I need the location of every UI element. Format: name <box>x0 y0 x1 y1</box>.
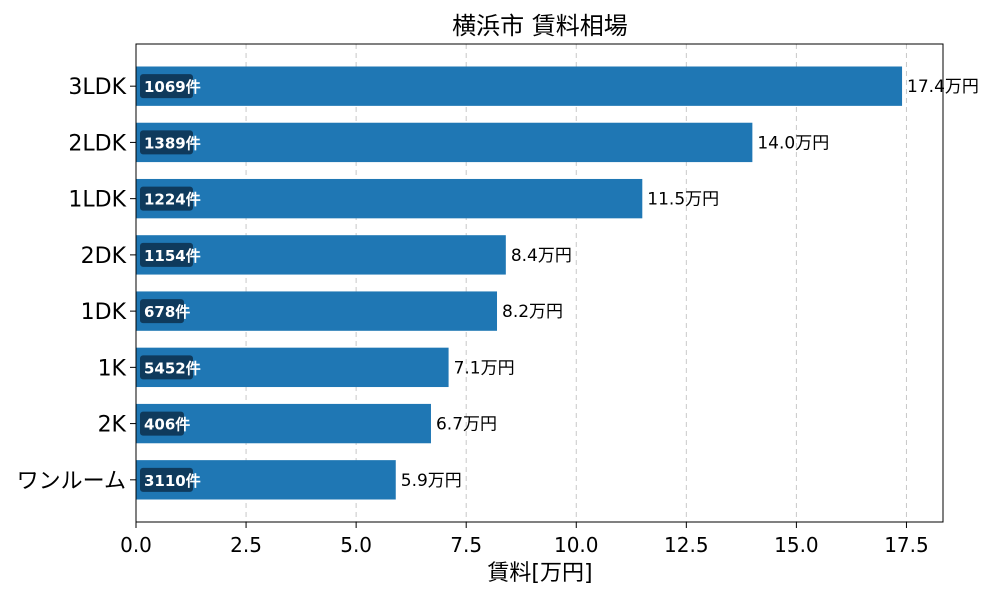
bar-value-label: 7.1万円 <box>454 358 515 378</box>
x-tick-label: 17.5 <box>884 533 929 557</box>
x-tick-label: 12.5 <box>664 533 709 557</box>
count-label: 1154件 <box>144 247 201 265</box>
bar <box>136 178 643 219</box>
bar <box>136 235 506 275</box>
count-badge <box>140 130 193 155</box>
count-label: 1069件 <box>144 78 201 96</box>
count-badge <box>140 186 193 211</box>
grid-lines <box>245 44 907 522</box>
count-label: 1389件 <box>144 134 201 152</box>
chart-title: 横浜市 賃料相場 <box>452 12 628 40</box>
bar-value-label: 8.2万円 <box>502 302 563 322</box>
count-badge <box>140 411 184 436</box>
bar-value-label: 8.4万円 <box>511 246 572 266</box>
bar <box>136 66 903 106</box>
y-tick-labels: 3LDK 2LDK 1LDK 2DK 1DK 1K 2K ワンルーム <box>17 75 136 494</box>
count-label: 3110件 <box>144 472 201 490</box>
y-tick-label: 1DK <box>81 300 127 325</box>
bar <box>136 122 753 163</box>
count-badge <box>140 74 193 99</box>
y-tick-label: 1LDK <box>68 188 126 213</box>
x-tick-label: 10.0 <box>554 533 599 557</box>
count-label: 1224件 <box>144 191 201 209</box>
count-label: 5452件 <box>144 359 201 377</box>
count-badge <box>140 467 193 492</box>
bar <box>136 291 498 331</box>
count-badge <box>140 355 193 380</box>
y-tick-label: 2LDK <box>68 131 126 156</box>
bar-value-label: 14.0万円 <box>757 133 829 153</box>
bar-value-label: 5.9万円 <box>401 471 462 491</box>
count-label: 406件 <box>144 416 190 434</box>
bar-value-label: 11.5万円 <box>647 190 719 210</box>
y-tick-label: 2DK <box>81 244 127 269</box>
x-tick-label: 0.0 <box>120 533 152 557</box>
bar-value-label: 6.7万円 <box>436 415 497 435</box>
y-tick-label: 1K <box>98 356 127 381</box>
x-tick-labels: 0.0 2.5 5.0 7.5 10.0 12.5 15.0 17.5 <box>120 522 929 557</box>
y-tick-label: 2K <box>98 413 127 438</box>
x-tick-label: 7.5 <box>450 533 482 557</box>
count-label: 678件 <box>144 303 190 321</box>
plot-frame <box>135 43 944 523</box>
x-tick-label: 15.0 <box>774 533 819 557</box>
count-badge <box>140 242 193 267</box>
x-tick-label: 5.0 <box>340 533 372 557</box>
bar <box>136 403 431 444</box>
x-axis-label: 賃料[万円] <box>487 561 592 586</box>
x-tick-label: 2.5 <box>230 533 262 557</box>
bars: 17.4万円1069件14.0万円1389件11.5万円1224件8.4万円11… <box>136 66 979 500</box>
y-tick-label: 3LDK <box>68 75 126 100</box>
y-tick-label: ワンルーム <box>17 469 126 494</box>
count-badge <box>140 299 184 324</box>
